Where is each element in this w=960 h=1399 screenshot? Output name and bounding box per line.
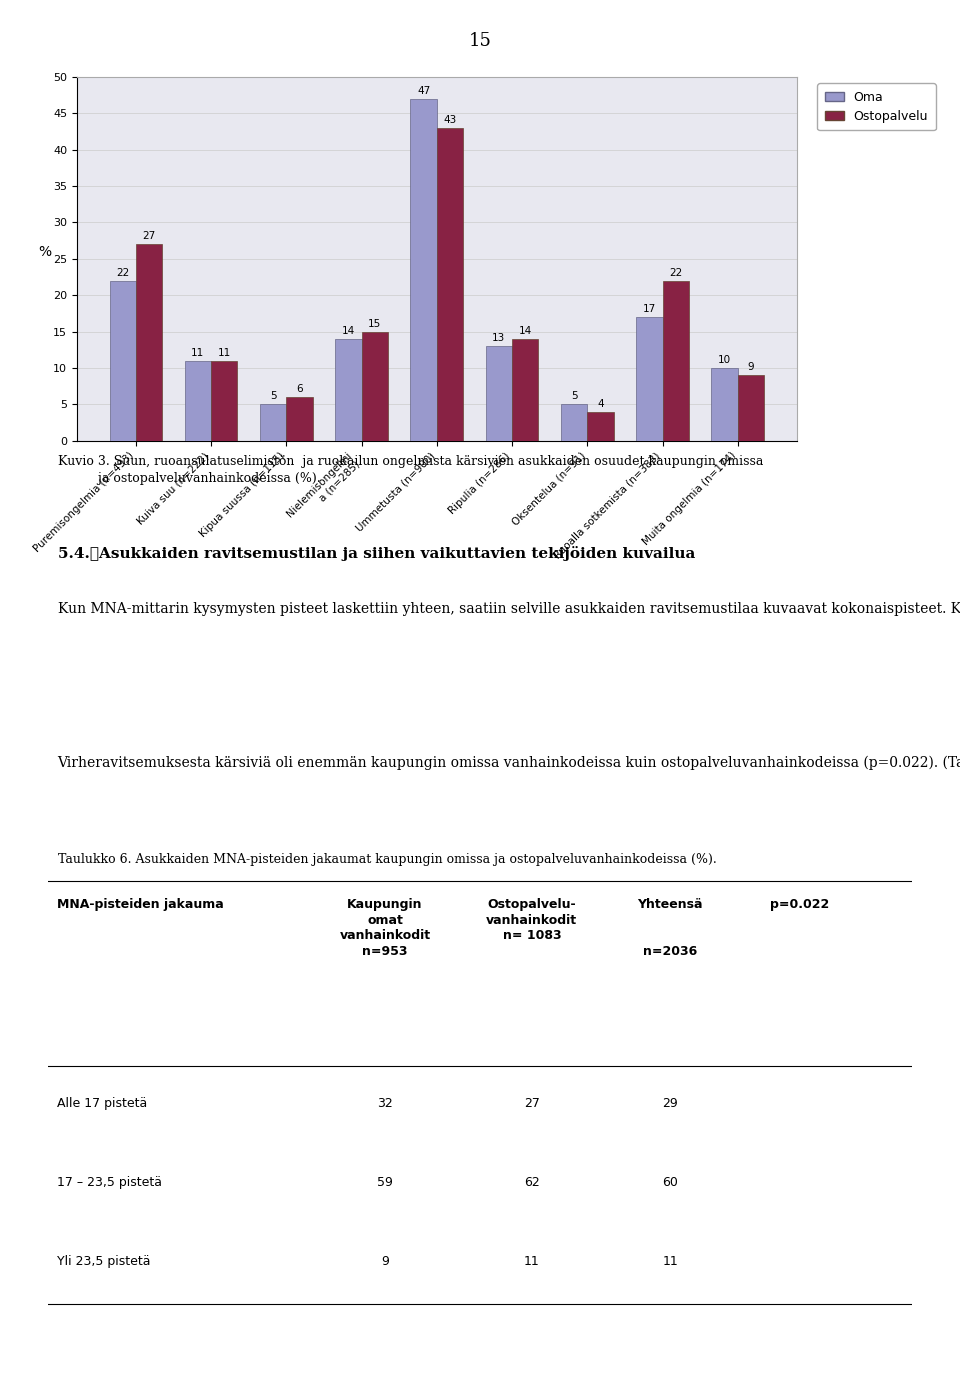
Text: 17 – 23,5 pistetä: 17 – 23,5 pistetä	[57, 1175, 161, 1189]
Bar	[260, 404, 286, 441]
Text: Yhteensä


n=2036: Yhteensä n=2036	[637, 898, 703, 958]
Text: 5.4.	Asukkaiden ravitsemustilan ja siihen vaikuttavien tekijöiden kuvailua: 5.4. Asukkaiden ravitsemustilan ja siihe…	[58, 546, 695, 561]
Text: 4: 4	[597, 399, 604, 409]
Bar	[437, 127, 463, 441]
Bar	[184, 361, 211, 441]
Bar	[109, 281, 136, 441]
Bar	[512, 339, 539, 441]
Text: Ostopalvelu-
vanhainkodit
n= 1083: Ostopalvelu- vanhainkodit n= 1083	[487, 898, 577, 943]
Text: p=0.022: p=0.022	[770, 898, 829, 911]
Bar	[335, 339, 362, 441]
Y-axis label: %: %	[38, 245, 51, 259]
Text: 11: 11	[524, 1255, 540, 1267]
Text: Kuvio 3. Suun, ruoansulatuselimistön  ja ruokailun ongelmista kärsivien asukkaid: Kuvio 3. Suun, ruoansulatuselimistön ja …	[58, 455, 763, 484]
Bar	[636, 318, 662, 441]
Text: 47: 47	[417, 85, 430, 97]
Text: Virheravitsemuksesta kärsiviä oli enemmän kaupungin omissa vanhainkodeissa kuin : Virheravitsemuksesta kärsiviä oli enemmä…	[58, 755, 960, 769]
Text: 10: 10	[718, 355, 732, 365]
Text: Kaupungin
omat
vanhainkodit
n=953: Kaupungin omat vanhainkodit n=953	[340, 898, 430, 958]
Text: 43: 43	[444, 115, 457, 125]
Text: 15: 15	[468, 32, 492, 50]
Text: 14: 14	[518, 326, 532, 336]
Text: 13: 13	[492, 333, 506, 343]
Text: 22: 22	[669, 267, 683, 278]
Text: 9: 9	[381, 1255, 389, 1267]
Text: 59: 59	[377, 1175, 393, 1189]
Bar	[561, 404, 588, 441]
Bar	[411, 99, 437, 441]
Bar	[286, 397, 313, 441]
Bar	[662, 281, 689, 441]
Bar	[136, 245, 162, 441]
Text: 6: 6	[297, 385, 302, 395]
Text: 9: 9	[748, 362, 755, 372]
Text: 11: 11	[191, 348, 204, 358]
Text: MNA-pisteiden jakauma: MNA-pisteiden jakauma	[57, 898, 224, 911]
Text: 32: 32	[377, 1097, 393, 1109]
Text: Alle 17 pistetä: Alle 17 pistetä	[57, 1097, 147, 1109]
Bar	[737, 375, 764, 441]
Bar	[211, 361, 237, 441]
Text: 11: 11	[218, 348, 231, 358]
Text: 60: 60	[662, 1175, 678, 1189]
Text: Kun MNA-mittarin kysymysten pisteet laskettiin yhteen, saatiin selville asukkaid: Kun MNA-mittarin kysymysten pisteet lask…	[58, 602, 960, 616]
Text: 15: 15	[368, 319, 381, 329]
Text: Yli 23,5 pistetä: Yli 23,5 pistetä	[57, 1255, 150, 1267]
Text: 5: 5	[571, 392, 577, 402]
Text: 29: 29	[662, 1097, 678, 1109]
Text: 62: 62	[524, 1175, 540, 1189]
Text: Taulukko 6. Asukkaiden MNA-pisteiden jakaumat kaupungin omissa ja ostopalveluvan: Taulukko 6. Asukkaiden MNA-pisteiden jak…	[58, 853, 716, 866]
Bar	[486, 346, 512, 441]
Bar	[362, 332, 388, 441]
Text: 22: 22	[116, 267, 130, 278]
Text: 27: 27	[142, 231, 156, 242]
Text: 5: 5	[270, 392, 276, 402]
Text: 17: 17	[642, 304, 656, 315]
Bar	[711, 368, 737, 441]
Text: 14: 14	[342, 326, 355, 336]
Legend: Oma, Ostopalvelu: Oma, Ostopalvelu	[818, 83, 936, 130]
Text: 11: 11	[662, 1255, 678, 1267]
Bar	[588, 411, 613, 441]
Text: 27: 27	[524, 1097, 540, 1109]
